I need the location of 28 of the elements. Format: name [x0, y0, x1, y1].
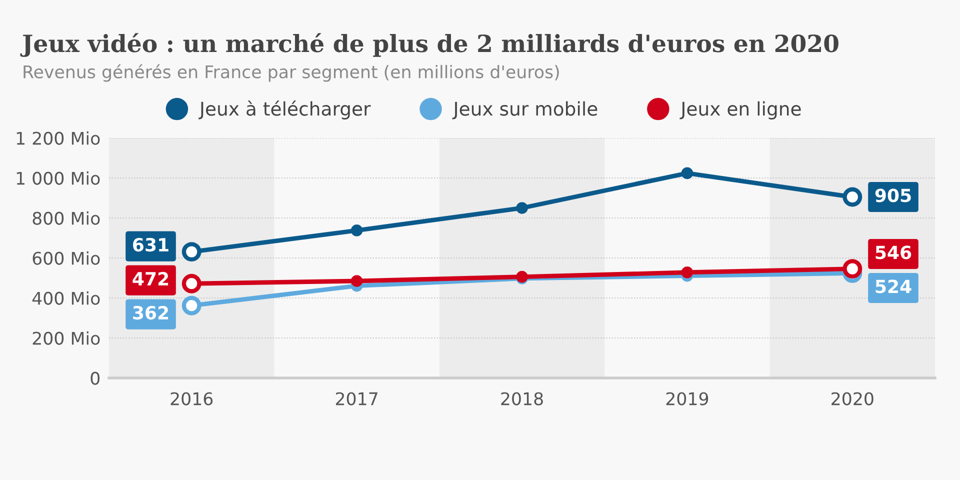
y-tick-label: 1 200 Mio — [16, 131, 100, 145]
y-tick-label: 1 000 Mio — [16, 171, 100, 185]
x-tick-label: 2019 — [666, 392, 708, 406]
y-tick-label: 200 Mio — [32, 331, 100, 345]
legend-label: Jeux à télécharger — [198, 100, 371, 120]
data-label: 905 — [875, 188, 911, 202]
y-tick-label: 800 Mio — [32, 211, 100, 225]
point — [350, 224, 363, 236]
x-tick-label: 2017 — [336, 392, 378, 406]
data-label: 631 — [133, 238, 168, 252]
data-label: 362 — [133, 306, 168, 320]
data-label: 472 — [132, 272, 168, 286]
y-tick-label: 0 — [90, 372, 100, 385]
data-label: 546 — [876, 246, 912, 260]
legend-label: Jeux en ligne — [680, 101, 801, 120]
point — [350, 275, 363, 287]
x-tick-label: 2018 — [501, 392, 543, 406]
point — [681, 266, 694, 278]
point — [681, 167, 694, 180]
chart-title: Jeux vidéo : un marché de plus de 2 milliards d'euros en 2020 — [20, 33, 838, 57]
point — [516, 202, 528, 214]
legend-label: Jeux sur mobile — [452, 101, 598, 120]
y-tick-label: 400 Mio — [32, 291, 100, 305]
data-label: 524 — [876, 280, 912, 294]
chart-subtitle: Revenus générés en France par segment (en millions d'euros) — [24, 64, 559, 82]
x-tick-label: 2020 — [832, 392, 874, 406]
y-tick-label: 600 Mio — [32, 251, 100, 265]
x-tick-label: 2016 — [170, 392, 213, 406]
